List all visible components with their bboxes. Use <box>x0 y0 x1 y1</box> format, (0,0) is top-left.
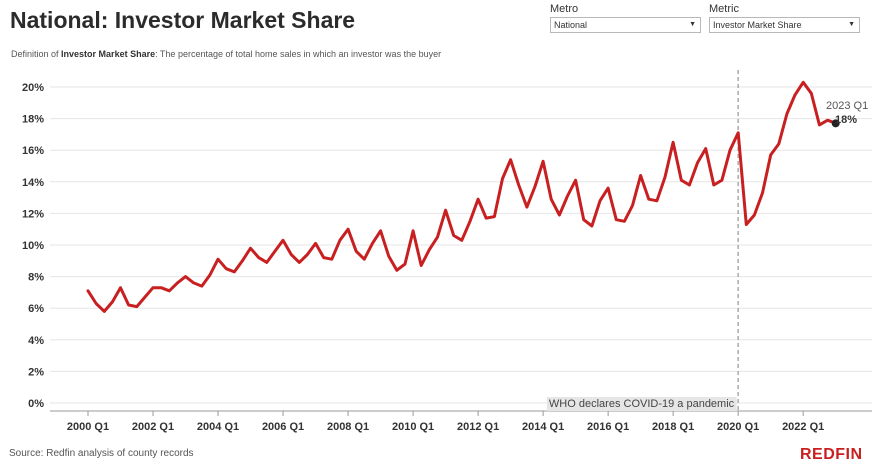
metro-filter: Metro National ▼ <box>550 3 701 33</box>
y-tick-label: 4% <box>28 335 44 347</box>
chevron-down-icon: ▼ <box>689 21 696 28</box>
metro-dropdown-value: National <box>554 20 588 30</box>
metric-dropdown-value: Investor Market Share <box>713 20 802 30</box>
x-tick-label: 2000 Q1 <box>67 421 109 433</box>
metro-filter-label: Metro <box>550 3 579 15</box>
metric-filter-label: Metric <box>709 3 739 15</box>
x-tick-label: 2022 Q1 <box>782 421 824 433</box>
metro-dropdown[interactable]: National ▼ <box>550 17 701 33</box>
metric-dropdown[interactable]: Investor Market Share ▼ <box>709 17 860 33</box>
y-tick-label: 8% <box>28 272 44 284</box>
covid-annotation-background <box>546 397 737 411</box>
latest-point-label: 2023 Q1 <box>826 100 868 112</box>
x-tick-label: 2016 Q1 <box>587 421 629 433</box>
x-tick-label: 2008 Q1 <box>327 421 369 433</box>
metric-filter: Metric Investor Market Share ▼ <box>709 3 860 33</box>
y-tick-label: 20% <box>22 82 44 94</box>
x-tick-label: 2018 Q1 <box>652 421 694 433</box>
y-tick-label: 0% <box>28 398 44 410</box>
covid-annotation-label: WHO declares COVID-19 a pandemic <box>549 398 735 410</box>
x-tick-label: 2012 Q1 <box>457 421 499 433</box>
page-title: National: Investor Market Share <box>10 7 356 33</box>
redfin-logo: REDFIN <box>800 446 863 463</box>
x-tick-label: 2006 Q1 <box>262 421 304 433</box>
chevron-down-icon: ▼ <box>848 21 855 28</box>
y-tick-label: 14% <box>22 177 44 189</box>
metric-definition: Definition of Investor Market Share: The… <box>11 49 441 59</box>
y-tick-label: 16% <box>22 145 44 157</box>
definition-term: Investor Market Share <box>61 49 156 59</box>
x-tick-label: 2014 Q1 <box>522 421 564 433</box>
x-tick-label: 2002 Q1 <box>132 421 174 433</box>
latest-point-value: 18% <box>835 114 857 126</box>
y-tick-label: 12% <box>22 208 44 220</box>
definition-text: : The percentage of total home sales in … <box>155 49 442 59</box>
investor-share-series-line <box>86 80 838 313</box>
source-note: Source: Redfin analysis of county record… <box>9 448 194 459</box>
y-tick-label: 2% <box>28 366 44 378</box>
y-tick-label: 18% <box>22 114 44 126</box>
x-tick-label: 2010 Q1 <box>392 421 434 433</box>
y-tick-label: 6% <box>28 303 44 315</box>
y-tick-label: 10% <box>22 240 44 252</box>
x-tick-label: 2004 Q1 <box>197 421 239 433</box>
definition-prefix: Definition of <box>11 49 59 59</box>
x-tick-label: 2020 Q1 <box>717 421 759 433</box>
latest-point-marker <box>831 119 840 128</box>
